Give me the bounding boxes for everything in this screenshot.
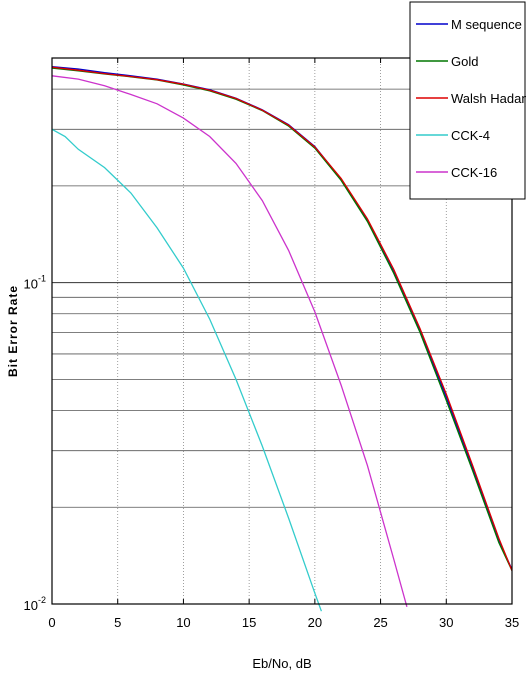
legend-box xyxy=(409,1,526,200)
legend: M sequence Gold Walsh Hadamard CCK-4 CCK-16 xyxy=(409,1,526,200)
series-line-3 xyxy=(51,128,323,612)
y-axis: 10-1 10-2 xyxy=(24,274,46,613)
x-axis: 0 5 10 15 20 25 30 35 xyxy=(48,58,519,630)
x-tick-label: 20 xyxy=(308,615,322,630)
x-tick-label: 25 xyxy=(373,615,387,630)
y-tick-label: 10-1 xyxy=(24,274,46,292)
x-tick-label: 35 xyxy=(505,615,519,630)
x-tick-label: 15 xyxy=(242,615,256,630)
legend-label: CCK-4 xyxy=(451,128,490,143)
x-tick-label: 5 xyxy=(114,615,121,630)
x-tick-label: 30 xyxy=(439,615,453,630)
plot-frame xyxy=(51,57,513,605)
x-tick-label: 0 xyxy=(48,615,55,630)
legend-label: Gold xyxy=(451,54,478,69)
series-line-2 xyxy=(51,66,513,571)
legend-label: Walsh Hadamard xyxy=(451,91,526,106)
x-tick-label: 10 xyxy=(176,615,190,630)
series-line-4 xyxy=(51,75,408,607)
legend-label: CCK-16 xyxy=(451,165,497,180)
x-axis-label: Eb/No, dB xyxy=(252,656,311,671)
series-lines xyxy=(51,65,513,612)
legend-label: M sequence xyxy=(451,17,522,32)
y-tick-label: 10-2 xyxy=(24,595,46,613)
y-axis-label: Bit Error Rate xyxy=(6,285,20,377)
